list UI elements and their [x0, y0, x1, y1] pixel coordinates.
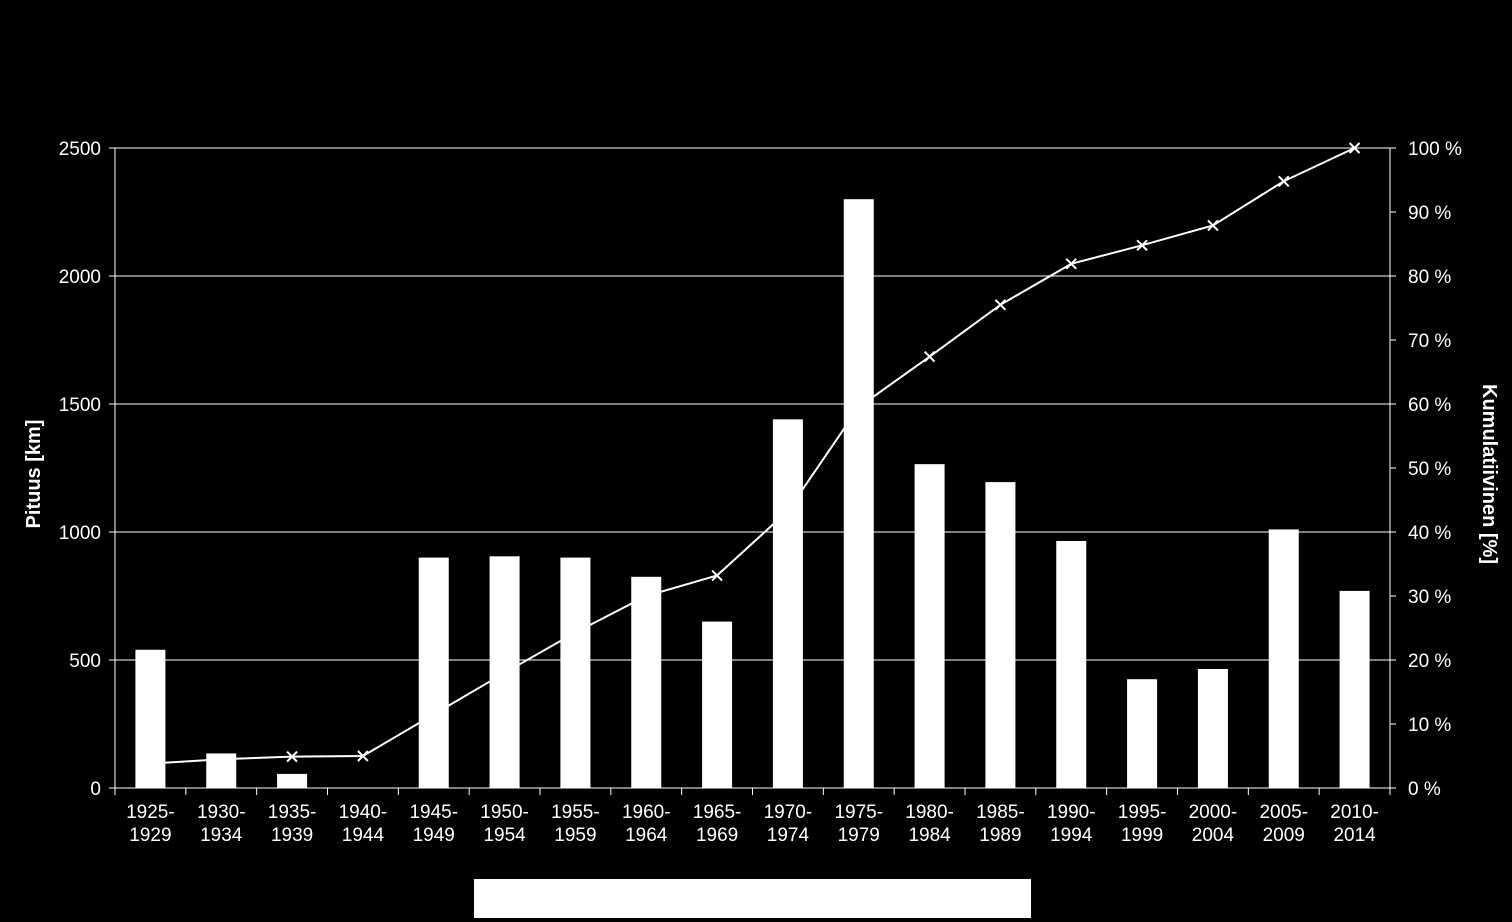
- x-marker: [853, 401, 865, 413]
- x-marker-stroke: [923, 350, 936, 363]
- x-tick-label: 1950-1954: [480, 802, 529, 846]
- x-marker-stroke: [569, 626, 582, 639]
- right-tick-label: 20 %: [1408, 651, 1451, 672]
- x-tick-label: 1985-1989: [976, 802, 1025, 846]
- right-tick-label: 90 %: [1408, 203, 1451, 224]
- right-tick-label: 50 %: [1408, 459, 1451, 480]
- right-tick-label: 70 %: [1408, 331, 1451, 352]
- x-tick-label: 1925-1929: [126, 802, 175, 846]
- x-marker: [923, 350, 936, 363]
- bar: [772, 419, 803, 788]
- x-axis-tick-labels: 1925-1929 1930-1934 1935-1939 1940-1944 1945…: [126, 802, 1379, 846]
- bar: [1127, 679, 1158, 788]
- x-marker: [215, 753, 227, 765]
- left-axis-tick-labels: 0 500 1000 1500 2000 2500: [59, 139, 101, 800]
- bar: [560, 557, 591, 788]
- cumulative-line-series: [150, 142, 1361, 765]
- x-tick-label: 1930-1934: [197, 802, 246, 846]
- cumulative-line: [150, 147, 1356, 765]
- x-marker-stroke: [1278, 175, 1290, 187]
- axes: [109, 147, 1396, 795]
- y-axis-title-right: Kumulatiivinen [%]: [1478, 384, 1500, 564]
- x-marker-stroke: [286, 750, 298, 763]
- left-tick-label: 2500: [59, 139, 101, 160]
- x-marker-stroke: [1207, 219, 1219, 232]
- x-marker-stroke: [994, 299, 1007, 311]
- x-tick-label: 1965-1969: [693, 802, 742, 846]
- x-marker: [1278, 175, 1290, 187]
- x-marker: [1136, 239, 1148, 251]
- left-tick-label: 500: [69, 651, 101, 672]
- x-tick-label: 1980-1984: [905, 802, 954, 846]
- x-marker: [782, 505, 794, 517]
- x-tick-label: 1960-1964: [622, 802, 671, 846]
- left-tick-label: 2000: [59, 267, 101, 288]
- x-marker: [357, 750, 369, 762]
- y-axis-title-left: Pituus [km]: [23, 420, 45, 529]
- right-tick-label: 60 %: [1408, 395, 1451, 416]
- x-tick-label: 1995-1999: [1118, 802, 1167, 846]
- right-tick-label: 80 %: [1408, 267, 1451, 288]
- x-marker-stroke: [215, 753, 227, 765]
- x-marker: [569, 626, 582, 639]
- x-marker: [286, 750, 298, 763]
- caption-box: [474, 879, 1031, 918]
- bar: [843, 199, 874, 788]
- bar: [702, 621, 733, 788]
- x-marker: [1348, 142, 1361, 154]
- x-tick-label: 2000-2004: [1189, 802, 1238, 846]
- bar: [1197, 668, 1228, 788]
- x-marker: [428, 708, 440, 721]
- bar: [135, 649, 166, 788]
- x-tick-label: 1935-1939: [268, 802, 317, 846]
- right-axis-tick-labels: 0 % 10 % 20 % 30 % 40 % 50 % 60 % 70 % 80 % 90 % 1…: [1408, 139, 1462, 800]
- x-marker-stroke: [640, 590, 652, 602]
- x-tick-label: 2010-2014: [1330, 802, 1379, 846]
- x-marker-stroke: [711, 569, 723, 582]
- x-marker-stroke: [1065, 258, 1077, 270]
- bar: [631, 576, 662, 788]
- x-marker-stroke: [853, 401, 865, 413]
- x-marker: [640, 590, 652, 602]
- x-marker-stroke: [498, 667, 511, 679]
- right-tick-label: 30 %: [1408, 587, 1451, 608]
- right-tick-label: 40 %: [1408, 523, 1451, 544]
- bar: [1339, 590, 1370, 788]
- x-marker-stroke: [428, 708, 440, 721]
- bar: [1268, 529, 1299, 788]
- bar-series: [135, 199, 1370, 788]
- x-marker-stroke: [782, 505, 794, 517]
- x-marker: [1065, 258, 1077, 270]
- right-tick-label: 10 %: [1408, 715, 1451, 736]
- x-marker-stroke: [1348, 142, 1361, 154]
- left-tick-label: 1500: [59, 395, 101, 416]
- bar: [985, 482, 1016, 788]
- x-marker-stroke: [1136, 239, 1148, 251]
- x-tick-label: 1945-1949: [409, 802, 458, 846]
- x-tick-label: 1970-1974: [764, 802, 813, 846]
- x-tick-label: 2005-2009: [1259, 802, 1308, 846]
- right-tick-label: 100 %: [1408, 139, 1462, 160]
- bar: [914, 464, 945, 788]
- gridlines: [115, 147, 1390, 661]
- bar: [277, 773, 308, 788]
- left-tick-label: 1000: [59, 523, 101, 544]
- bar: [1056, 540, 1087, 788]
- x-marker: [711, 569, 723, 582]
- x-tick-label: 1955-1959: [551, 802, 600, 846]
- bar: [418, 557, 449, 788]
- x-marker: [1207, 219, 1219, 232]
- x-marker-stroke: [357, 750, 369, 762]
- x-tick-label: 1990-1994: [1047, 802, 1096, 846]
- x-tick-label: 1975-1979: [834, 802, 883, 846]
- x-marker: [498, 667, 511, 679]
- right-tick-label: 0 %: [1408, 779, 1441, 800]
- x-tick-label: 1940-1944: [339, 802, 388, 846]
- left-tick-label: 0: [90, 779, 101, 800]
- x-marker: [994, 299, 1007, 311]
